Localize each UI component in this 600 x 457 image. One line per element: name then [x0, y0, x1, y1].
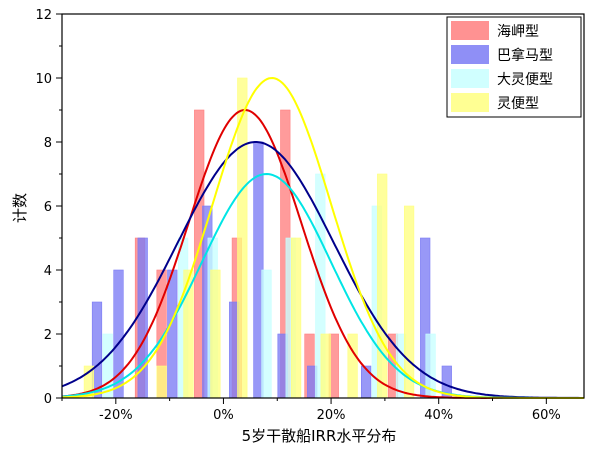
x-tick-label: 20%: [317, 408, 346, 423]
x-tick-label: 0%: [213, 408, 234, 423]
legend-label: 灵便型: [497, 96, 539, 112]
y-tick-label: 2: [44, 328, 52, 343]
histogram-bars: [83, 77, 452, 399]
legend-label: 巴拿马型: [497, 47, 553, 64]
bar-series3-4: [261, 269, 272, 399]
legend-label: 海岬型: [497, 24, 539, 40]
legend-swatch: [451, 45, 489, 64]
legend-label: 大灵便型: [497, 72, 553, 88]
x-axis-label: 5岁干散船IRR水平分布: [242, 427, 397, 445]
x-tick-label: 40%: [424, 408, 453, 423]
y-tick-label: 6: [44, 200, 52, 215]
legend-swatch: [451, 93, 489, 112]
y-tick-label: 10: [35, 72, 52, 87]
bar-series4-2: [156, 365, 167, 399]
fit-curve-series2: [61, 141, 584, 399]
bar-series2-3: [137, 237, 148, 399]
y-tick-label: 8: [44, 136, 52, 151]
bar-series4-6: [290, 237, 302, 399]
y-axis-label: 计数: [11, 193, 29, 223]
y-tick-label: 0: [44, 392, 52, 407]
y-tick-label: 12: [35, 8, 52, 23]
bar-series4-10: [403, 205, 415, 399]
bar-series4-4: [210, 269, 221, 399]
bar-series4-9: [377, 173, 388, 399]
x-tick-label: -20%: [99, 408, 133, 423]
legend-swatch: [451, 69, 489, 88]
legend-swatch: [451, 21, 489, 40]
bar-series2-10: [360, 365, 372, 399]
axes: -20% 0% 20% 40% 60% 0 2 4 6 8 10 12: [35, 8, 585, 423]
bar-series4-7: [320, 333, 331, 399]
bar-series2-4: [167, 269, 178, 399]
y-tick-label: 4: [44, 264, 52, 279]
x-tick-label: 60%: [532, 408, 561, 423]
